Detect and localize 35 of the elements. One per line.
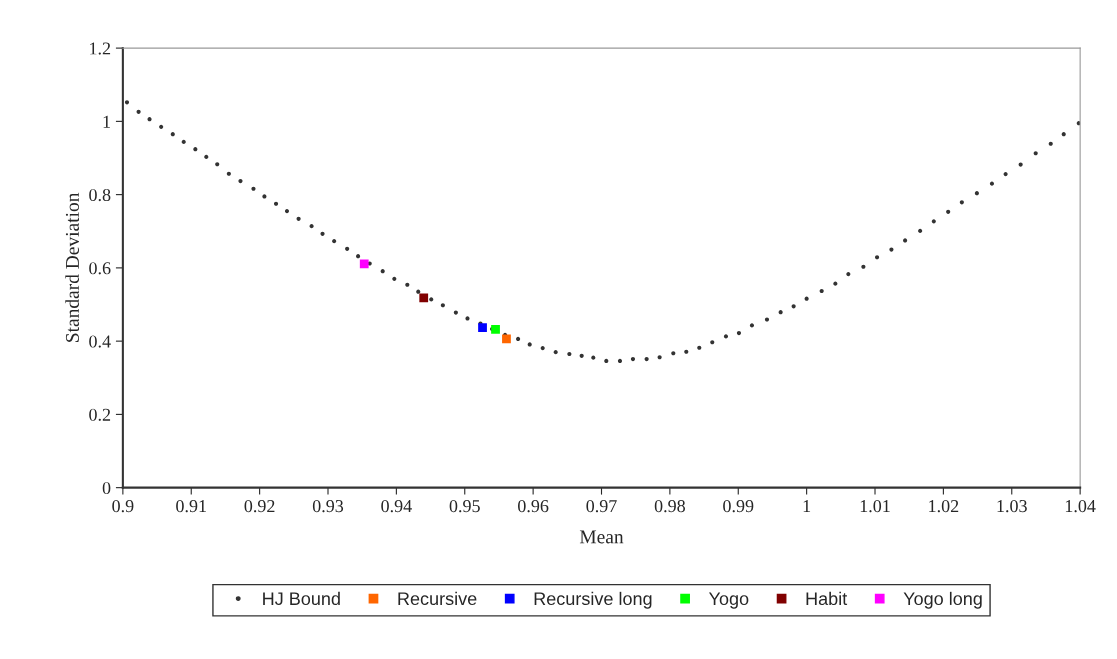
x-tick-label: 1.02 <box>929 499 959 513</box>
x-tick-label: 1 <box>803 500 811 512</box>
y-axis-title: Standard Deviation <box>65 192 79 342</box>
legend-label: Recursive long <box>534 591 652 609</box>
y-tick-label: 0.4 <box>89 335 111 348</box>
legend-label: HJ Bound <box>263 591 340 606</box>
point <box>502 334 511 344</box>
y-tick-label: 0.8 <box>89 188 111 202</box>
x-tick-label: 1.04 <box>1065 499 1096 513</box>
legend-label: Habit <box>806 591 848 606</box>
x-tick-label: 0.97 <box>586 499 617 513</box>
x-tick-label: 0.92 <box>244 499 275 513</box>
y-tick-label: 1.2 <box>90 42 111 55</box>
point <box>491 325 500 334</box>
y-tick-label: 1 <box>103 115 110 128</box>
x-tick-label: 0.93 <box>312 499 344 513</box>
y-tick-label: 0.6 <box>89 262 111 275</box>
x-tick-label: 0.94 <box>381 499 412 513</box>
x-tick-label: 0.99 <box>723 499 754 513</box>
point <box>478 323 487 332</box>
x-tick-label: 1.01 <box>860 499 890 513</box>
legend-label: Yogo long <box>903 591 982 609</box>
x-tick-label: 0.91 <box>176 499 206 513</box>
legend-label: Yogo <box>708 592 749 609</box>
x-tick-label: 0.9 <box>112 499 134 513</box>
y-tick-label: 0 <box>102 481 111 495</box>
x-tick-label: 1.03 <box>997 499 1027 513</box>
point <box>419 293 429 303</box>
x-tick-label: 0.98 <box>654 499 685 513</box>
legend-label: Recursive <box>398 591 477 606</box>
point <box>359 259 369 269</box>
x-axis-title: Mean <box>579 530 624 544</box>
x-tick-label: 0.96 <box>518 499 549 513</box>
y-tick-label: 0.2 <box>89 408 111 421</box>
x-tick-label: 0.95 <box>449 499 480 513</box>
